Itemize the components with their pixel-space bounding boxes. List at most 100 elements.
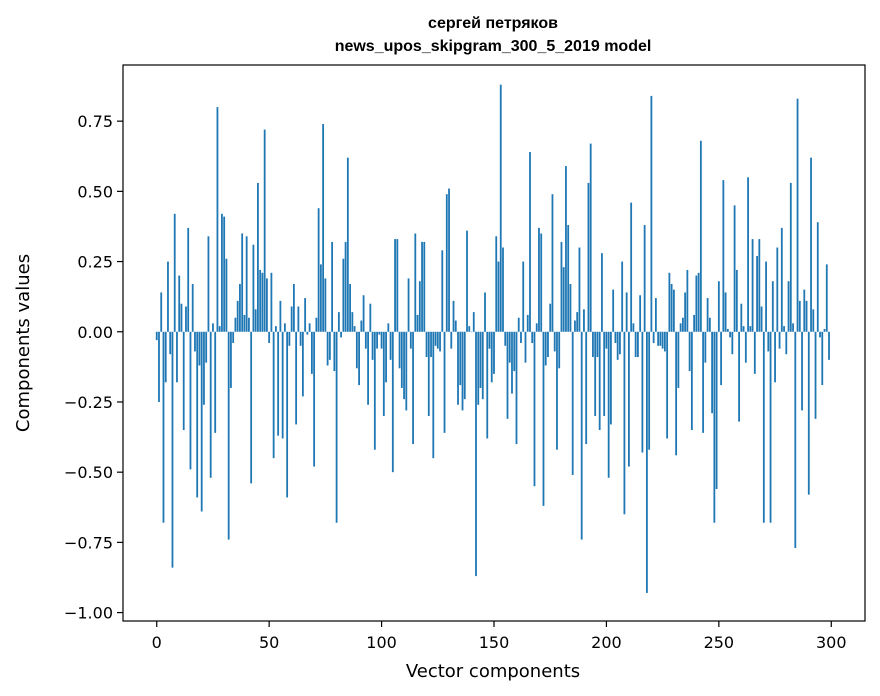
bar-component-93 [364, 331, 367, 349]
bar-component-258 [735, 269, 738, 332]
bar-component-189 [580, 331, 583, 540]
bar-component-148 [488, 331, 491, 349]
bar-component-196 [596, 331, 599, 358]
x-tick-label: 300 [816, 633, 847, 652]
bar-component-186 [574, 320, 576, 332]
bar-component-251 [720, 331, 722, 386]
bar-component-272 [767, 331, 770, 352]
bar-component-27 [216, 107, 219, 332]
bar-component-135 [459, 331, 462, 386]
bar-component-127 [441, 250, 444, 332]
bar-component-262 [744, 331, 747, 363]
y-tick-label: 0.25 [77, 253, 113, 272]
bar-component-261 [742, 326, 745, 332]
bar-component-71 [315, 317, 318, 332]
bar-component-61 [292, 284, 295, 332]
bar-component-46 [259, 269, 262, 332]
bar-component-88 [353, 326, 356, 332]
bar-component-95 [369, 303, 372, 332]
bar-component-222 [654, 298, 657, 332]
bar-component-42 [250, 331, 253, 484]
bar-component-2 [160, 292, 163, 332]
bar-component-44 [254, 309, 257, 332]
bar-component-144 [479, 331, 482, 388]
bar-component-217 [643, 225, 646, 332]
bar-component-155 [504, 331, 507, 346]
bar-component-92 [362, 295, 365, 332]
bar-component-10 [178, 275, 181, 332]
bar-component-292 [812, 309, 815, 332]
bar-component-60 [290, 306, 293, 332]
bar-component-90 [358, 331, 360, 386]
bar-component-12 [182, 331, 185, 431]
bar-component-123 [432, 331, 435, 459]
bar-component-179 [558, 331, 561, 369]
bar-component-158 [511, 331, 513, 394]
bar-component-68 [308, 323, 311, 332]
bar-component-1 [158, 331, 160, 402]
bar-component-55 [279, 300, 282, 332]
bar-component-245 [706, 298, 709, 332]
bar-component-18 [196, 331, 199, 498]
bar-component-264 [749, 326, 752, 332]
bar-component-38 [241, 233, 244, 332]
y-axis-label: Components values [13, 254, 34, 432]
bar-component-281 [787, 281, 790, 332]
bar-component-53 [275, 326, 277, 332]
bar-component-24 [209, 331, 212, 478]
bar-component-32 [227, 331, 230, 540]
bar-component-143 [477, 331, 480, 405]
bar-component-26 [214, 331, 217, 433]
bar-component-80 [335, 331, 338, 523]
bar-component-159 [513, 331, 516, 372]
bar-component-200 [605, 331, 608, 349]
bar-component-113 [409, 331, 412, 349]
bar-component-124 [434, 331, 437, 346]
bar-component-97 [373, 331, 376, 450]
bar-component-48 [263, 129, 266, 332]
bar-component-238 [690, 331, 693, 431]
bar-component-270 [762, 331, 765, 523]
bar-component-77 [328, 331, 331, 360]
bar-component-277 [778, 331, 781, 349]
bar-component-147 [486, 331, 489, 439]
bar-component-294 [816, 222, 819, 332]
bar-component-278 [780, 227, 783, 332]
bar-component-89 [355, 331, 358, 369]
bar-component-225 [661, 331, 664, 349]
bar-component-119 [423, 241, 426, 332]
bar-component-213 [634, 331, 637, 358]
bar-component-133 [454, 320, 457, 332]
bar-component-153 [499, 84, 502, 332]
bar-component-282 [789, 182, 792, 332]
bar-component-35 [234, 317, 237, 332]
bar-component-101 [382, 331, 385, 417]
bar-component-39 [243, 314, 246, 332]
bar-component-102 [385, 331, 387, 383]
bar-component-17 [194, 331, 196, 352]
bar-component-224 [659, 331, 662, 346]
bar-component-197 [598, 331, 601, 431]
bar-component-104 [389, 331, 392, 360]
bar-component-98 [376, 331, 378, 349]
y-tick-label: 0.75 [77, 112, 113, 131]
bar-component-243 [702, 331, 705, 433]
bar-component-229 [670, 284, 673, 332]
plot-frame [122, 64, 866, 622]
bar-component-14 [187, 227, 190, 332]
bar-component-137 [463, 331, 466, 400]
bar-component-198 [601, 253, 603, 332]
bar-component-128 [443, 331, 446, 433]
bar-component-194 [592, 331, 594, 358]
bar-component-157 [508, 331, 511, 363]
bar-component-67 [306, 331, 309, 335]
bar-component-49 [266, 278, 268, 332]
bar-component-206 [619, 331, 621, 355]
bar-component-20 [200, 331, 203, 512]
bar-component-115 [414, 233, 417, 332]
bar-component-163 [522, 261, 525, 332]
bar-component-136 [461, 331, 464, 411]
bar-component-253 [724, 292, 727, 332]
bar-component-30 [223, 216, 226, 332]
